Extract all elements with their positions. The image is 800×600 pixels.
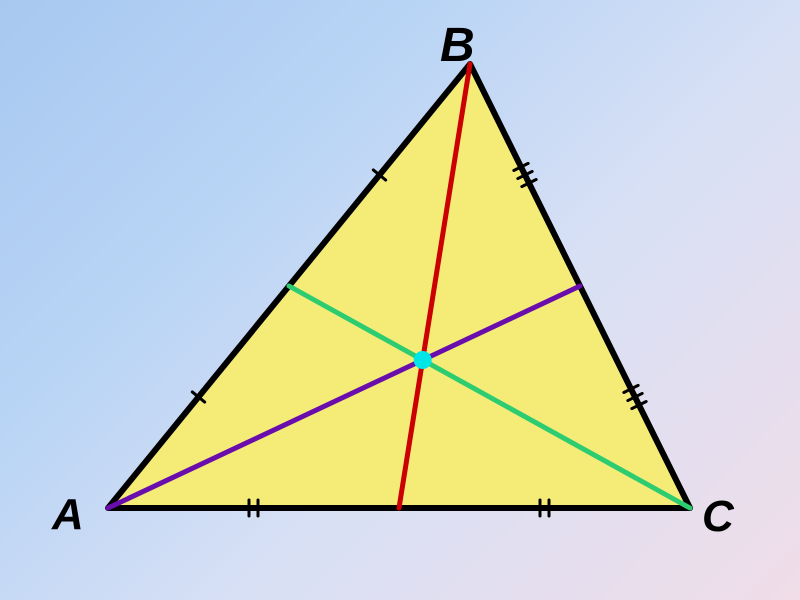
vertex-label-C: C [702,492,734,542]
vertex-label-B: B [440,18,475,73]
triangle-diagram [0,0,800,600]
triangle-body [108,64,690,508]
centroid-point [414,351,432,369]
vertex-label-A: A [52,490,84,540]
svg-content [108,64,690,516]
